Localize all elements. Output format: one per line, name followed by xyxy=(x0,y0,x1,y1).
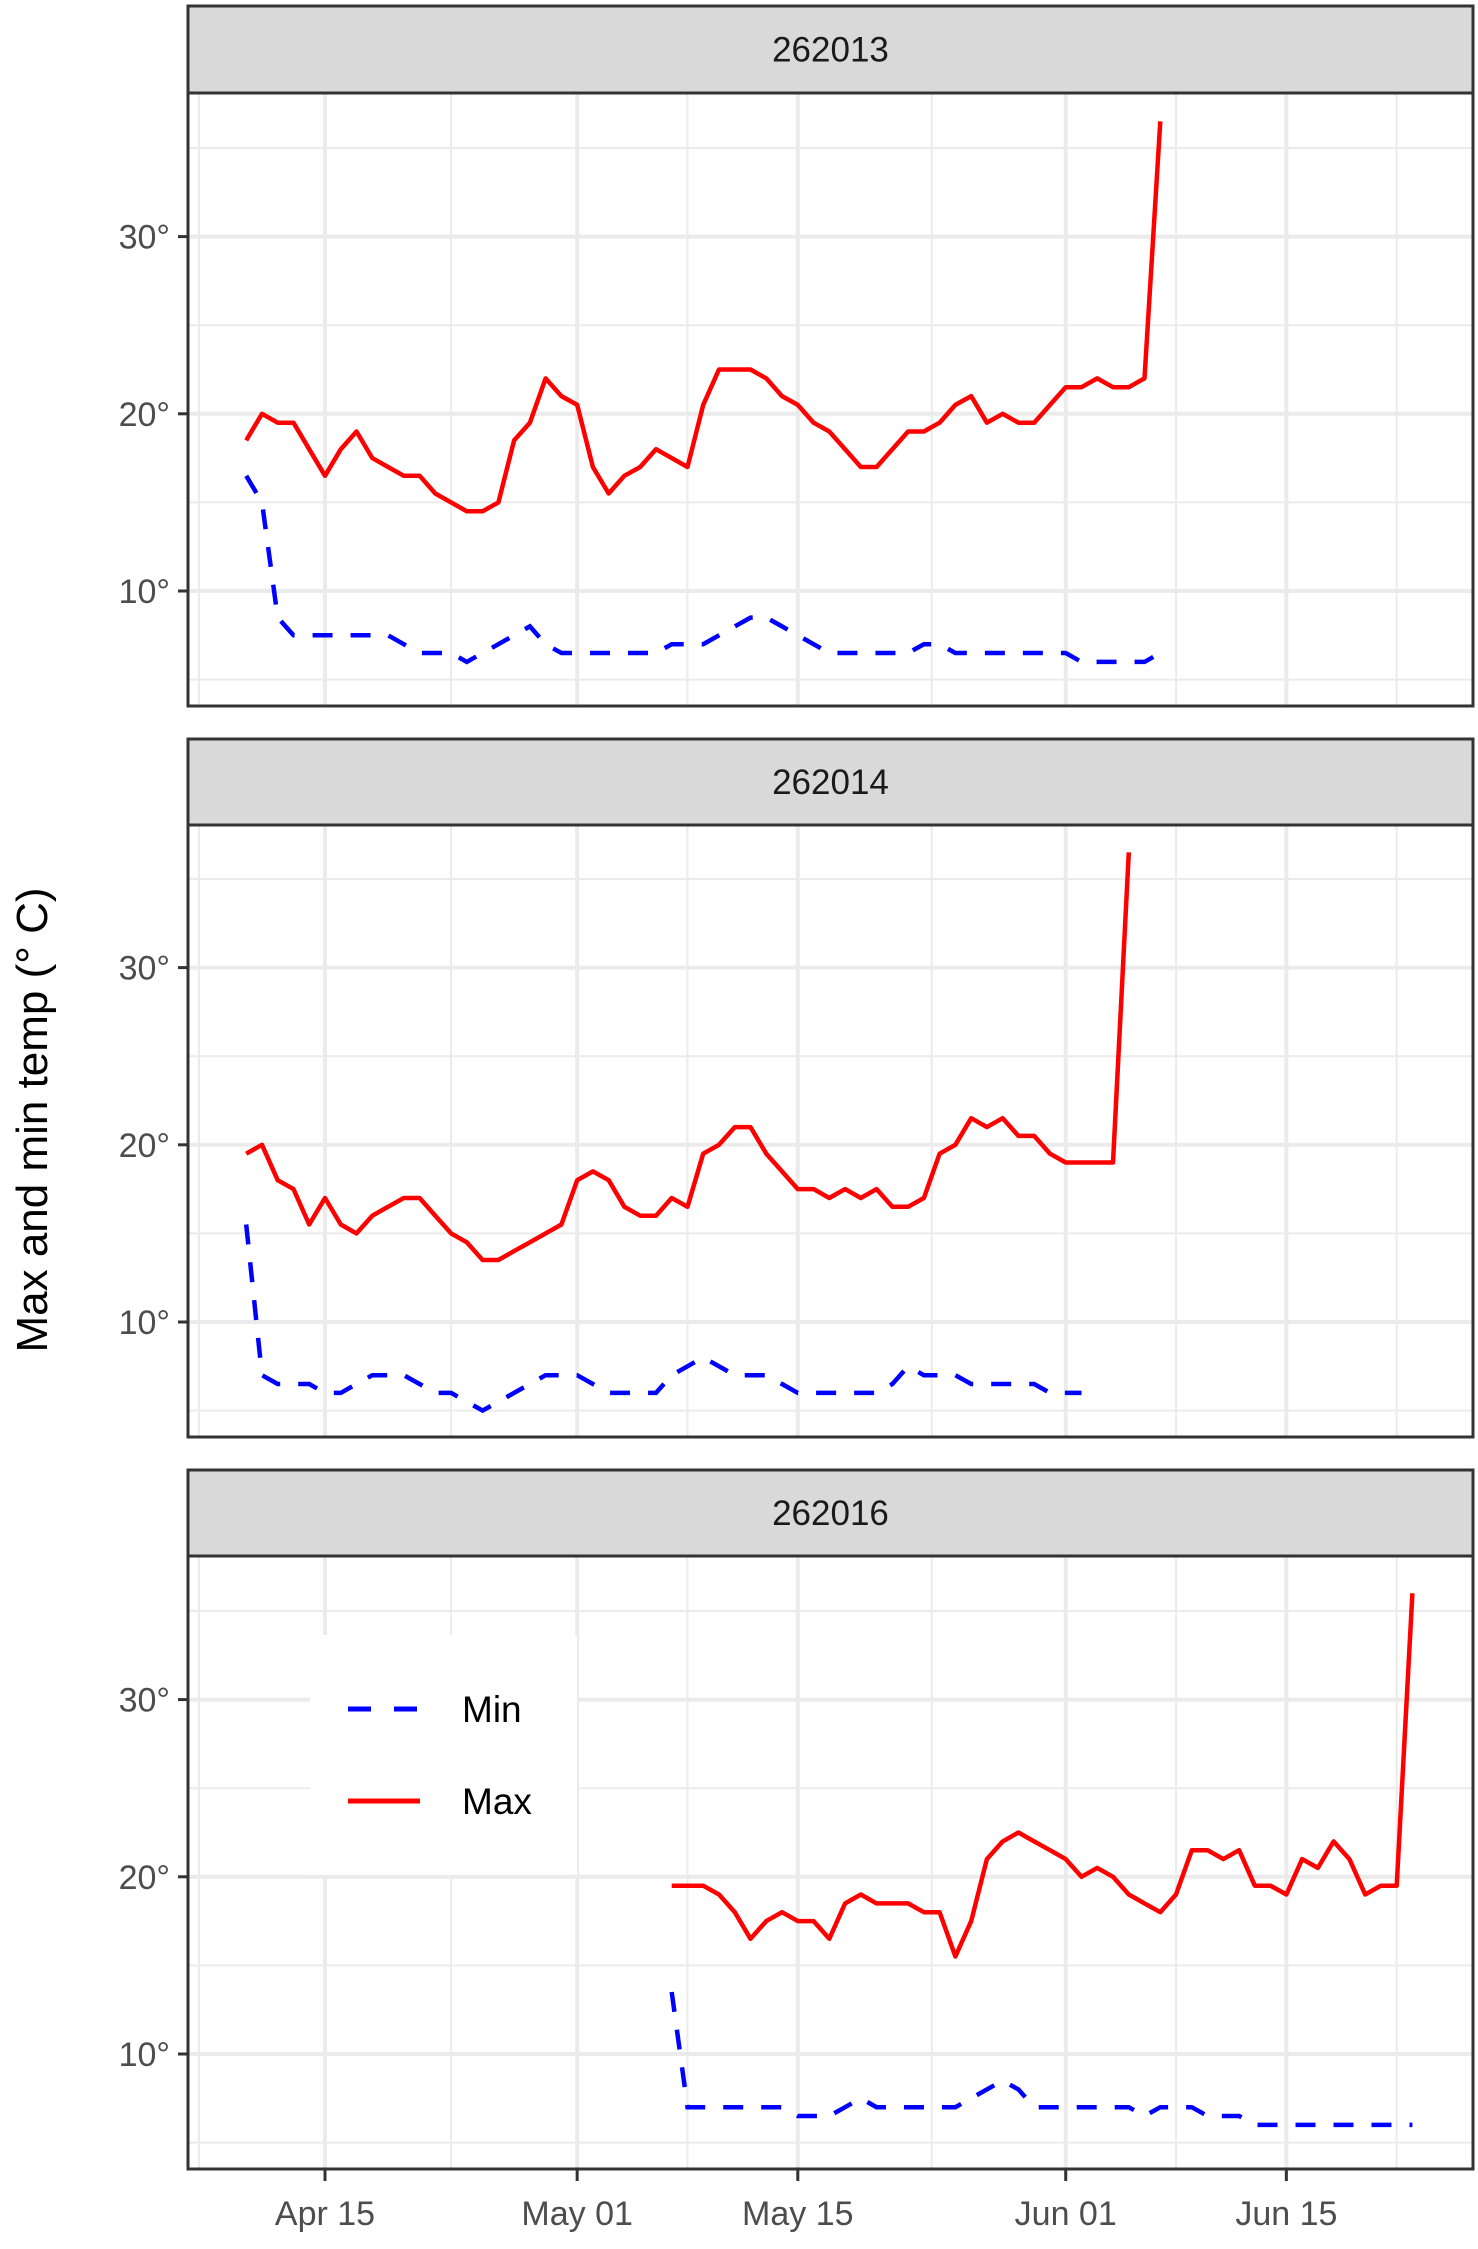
y-tick-label: 20° xyxy=(119,1859,170,1897)
y-tick-label: 10° xyxy=(119,573,170,611)
legend: Min Max xyxy=(310,1635,577,1875)
x-tick-label: Jun 15 xyxy=(1235,2195,1337,2233)
panels-layer: 26201310°20°30°26201410°20°30°26201610°2… xyxy=(119,4,1475,2171)
x-tick-label: Jun 01 xyxy=(1015,2195,1117,2233)
facet-strip-label: 262013 xyxy=(772,31,889,70)
min-temp-line xyxy=(243,1224,1082,1414)
gridlines xyxy=(188,93,1473,706)
x-tick-label: Apr 15 xyxy=(275,2195,375,2233)
y-tick-label: 20° xyxy=(119,396,170,434)
x-tick-label: May 15 xyxy=(742,2195,854,2233)
max-temp-line xyxy=(671,1593,1415,1959)
max-temp-line xyxy=(245,852,1132,1263)
facet-strip xyxy=(186,4,1475,95)
y-tick-label: 30° xyxy=(119,950,170,988)
y-tick-label: 30° xyxy=(119,1682,170,1720)
legend-label-min: Min xyxy=(462,1689,522,1730)
min-temp-line xyxy=(669,1991,1413,2128)
y-tick-label: 10° xyxy=(119,1304,170,1342)
y-tick-label: 10° xyxy=(119,2036,170,2074)
facet-panel-262013: 262013 10° 20° 30° xyxy=(119,4,1475,708)
facet-panel-262014: 262014 10° 20° 30° xyxy=(119,737,1475,1439)
y-tick-label: 20° xyxy=(119,1127,170,1165)
legend-label-max: Max xyxy=(462,1781,532,1822)
x-tick-label: May 01 xyxy=(521,2195,633,2233)
y-axis-title: Max and min temp (° C) xyxy=(8,887,57,1352)
min-temp-line xyxy=(244,474,1162,665)
facet-strip-label: 262014 xyxy=(772,763,889,802)
y-tick-label: 30° xyxy=(119,219,170,257)
facet-strip-label: 262016 xyxy=(772,1494,889,1533)
facet-strip xyxy=(186,1468,1475,1558)
max-temp-line xyxy=(244,121,1163,514)
plot-background xyxy=(188,93,1473,706)
facet-strip xyxy=(186,737,1475,827)
legend-box xyxy=(310,1635,577,1875)
plot-background xyxy=(188,825,1473,1437)
gridlines xyxy=(188,825,1473,1437)
x-axis: Apr 15 May 01 May 15 Jun 01 Jun 15 xyxy=(275,2169,1337,2233)
